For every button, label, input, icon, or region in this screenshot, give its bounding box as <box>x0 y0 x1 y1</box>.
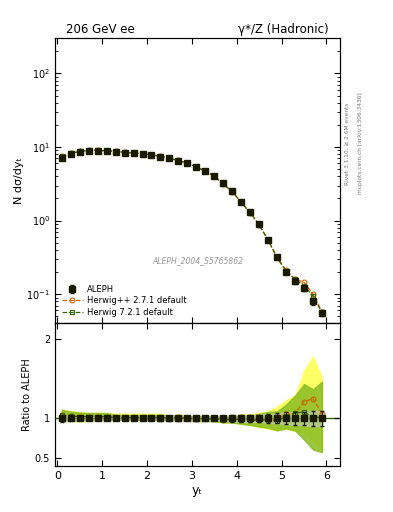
Herwig++ 2.7.1 default <box>194 164 199 170</box>
Text: mcplots.cern.ch [arXiv:1306.3436]: mcplots.cern.ch [arXiv:1306.3436] <box>358 93 364 194</box>
Herwig++ 2.7.1 default <box>293 276 298 282</box>
Herwig 7.2.1 default <box>176 158 181 164</box>
Text: Rivet 3.1.10, ≥ 2.6M events: Rivet 3.1.10, ≥ 2.6M events <box>345 102 350 184</box>
Herwig 7.2.1 default <box>266 237 270 243</box>
Herwig++ 2.7.1 default <box>113 148 118 155</box>
Herwig++ 2.7.1 default <box>284 267 288 273</box>
Herwig 7.2.1 default <box>248 210 253 216</box>
Herwig 7.2.1 default <box>77 148 82 155</box>
Herwig 7.2.1 default <box>310 293 315 299</box>
Y-axis label: Ratio to ALEPH: Ratio to ALEPH <box>22 358 32 431</box>
Text: γ*/Z (Hadronic): γ*/Z (Hadronic) <box>238 23 329 35</box>
Herwig 7.2.1 default <box>230 188 235 195</box>
Line: Herwig++ 2.7.1 default: Herwig++ 2.7.1 default <box>59 148 325 314</box>
Herwig 7.2.1 default <box>284 268 288 274</box>
Herwig++ 2.7.1 default <box>221 181 226 187</box>
Herwig 7.2.1 default <box>95 147 100 154</box>
Herwig 7.2.1 default <box>167 155 172 161</box>
Herwig++ 2.7.1 default <box>230 188 235 195</box>
Herwig 7.2.1 default <box>131 150 136 156</box>
Herwig++ 2.7.1 default <box>131 150 136 156</box>
Herwig 7.2.1 default <box>203 168 208 175</box>
Herwig++ 2.7.1 default <box>86 147 91 154</box>
Herwig 7.2.1 default <box>86 147 91 154</box>
Herwig++ 2.7.1 default <box>275 254 279 260</box>
Herwig 7.2.1 default <box>59 153 64 159</box>
Herwig++ 2.7.1 default <box>310 291 315 297</box>
Herwig 7.2.1 default <box>140 151 145 157</box>
Herwig 7.2.1 default <box>257 222 261 228</box>
Herwig++ 2.7.1 default <box>149 152 154 158</box>
Text: ALEPH_2004_S5765862: ALEPH_2004_S5765862 <box>152 256 243 265</box>
Line: Herwig 7.2.1 default: Herwig 7.2.1 default <box>59 148 325 315</box>
Herwig 7.2.1 default <box>275 255 279 261</box>
Herwig++ 2.7.1 default <box>176 157 181 163</box>
Herwig 7.2.1 default <box>239 199 244 205</box>
Herwig++ 2.7.1 default <box>167 155 172 161</box>
Herwig++ 2.7.1 default <box>320 308 324 314</box>
Herwig 7.2.1 default <box>320 310 324 316</box>
Herwig 7.2.1 default <box>104 147 109 154</box>
Herwig 7.2.1 default <box>158 153 163 159</box>
Herwig++ 2.7.1 default <box>68 151 73 157</box>
Herwig++ 2.7.1 default <box>212 173 217 179</box>
Herwig 7.2.1 default <box>293 276 298 282</box>
Herwig++ 2.7.1 default <box>140 151 145 157</box>
Herwig 7.2.1 default <box>149 152 154 158</box>
Text: 206 GeV ee: 206 GeV ee <box>66 23 135 35</box>
Herwig 7.2.1 default <box>68 151 73 157</box>
Herwig 7.2.1 default <box>221 181 226 187</box>
Herwig 7.2.1 default <box>185 160 190 166</box>
Herwig 7.2.1 default <box>212 174 217 180</box>
Herwig 7.2.1 default <box>302 283 307 289</box>
Herwig++ 2.7.1 default <box>59 153 64 159</box>
Herwig++ 2.7.1 default <box>248 209 253 216</box>
Herwig++ 2.7.1 default <box>104 147 109 154</box>
Herwig++ 2.7.1 default <box>257 222 261 228</box>
Herwig++ 2.7.1 default <box>185 160 190 166</box>
Herwig 7.2.1 default <box>113 148 118 155</box>
Herwig++ 2.7.1 default <box>203 168 208 174</box>
Legend: ALEPH, Herwig++ 2.7.1 default, Herwig 7.2.1 default: ALEPH, Herwig++ 2.7.1 default, Herwig 7.… <box>59 282 189 319</box>
Herwig++ 2.7.1 default <box>122 149 127 155</box>
Herwig++ 2.7.1 default <box>158 153 163 159</box>
Herwig++ 2.7.1 default <box>239 199 244 205</box>
Herwig 7.2.1 default <box>122 149 127 155</box>
Herwig 7.2.1 default <box>194 164 199 170</box>
Herwig++ 2.7.1 default <box>266 237 270 243</box>
Herwig++ 2.7.1 default <box>77 148 82 155</box>
Herwig++ 2.7.1 default <box>302 279 307 285</box>
Herwig++ 2.7.1 default <box>95 147 100 154</box>
Y-axis label: N dσ/dyₜ: N dσ/dyₜ <box>13 158 24 204</box>
X-axis label: yₜ: yₜ <box>192 483 203 497</box>
